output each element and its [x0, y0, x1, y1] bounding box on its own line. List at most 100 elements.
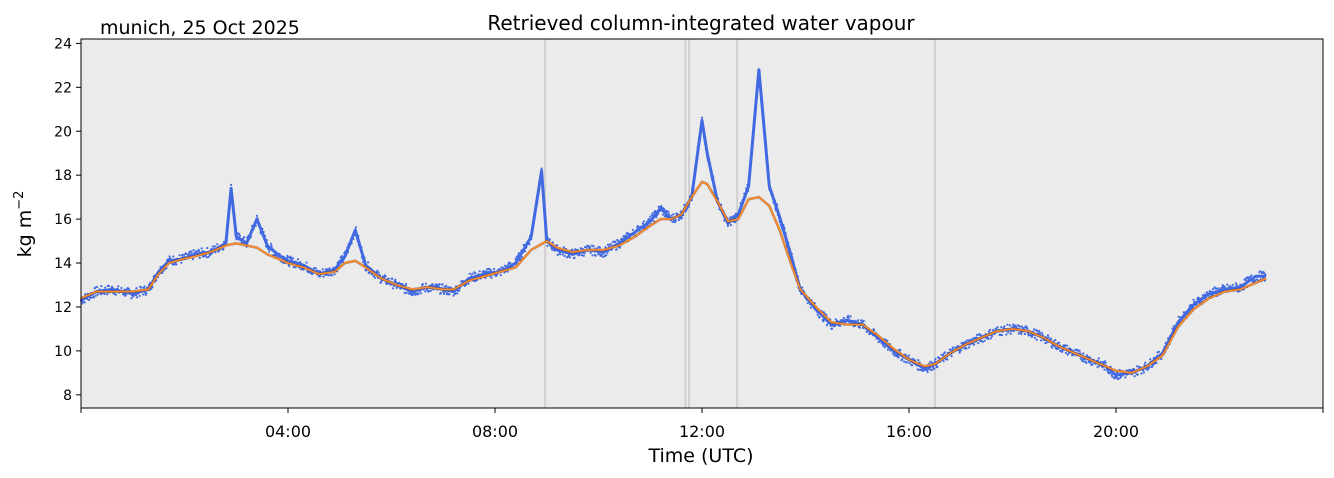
raw-data-point — [327, 274, 330, 277]
raw-data-point — [1111, 375, 1114, 378]
raw-data-point — [441, 283, 444, 286]
raw-data-point — [427, 290, 431, 293]
raw-data-point — [1046, 334, 1049, 337]
raw-data-point — [238, 234, 241, 238]
raw-data-point — [1018, 325, 1022, 328]
raw-data-point — [996, 326, 999, 329]
raw-data-point — [83, 301, 86, 304]
raw-data-point — [520, 256, 524, 259]
raw-data-point — [983, 339, 986, 342]
raw-data-point — [606, 243, 610, 246]
raw-data-point — [123, 288, 126, 291]
raw-data-point — [243, 236, 246, 239]
raw-data-point — [452, 294, 455, 297]
raw-data-point — [1008, 324, 1012, 327]
raw-data-point — [556, 253, 559, 256]
raw-data-point — [1040, 331, 1043, 334]
y-axis-ticks: 8 10 12 14 16 18 20 22 24 — [54, 36, 81, 404]
raw-data-point — [268, 250, 271, 253]
raw-data-point — [1115, 376, 1118, 379]
raw-data-point — [911, 364, 914, 367]
raw-data-point — [92, 296, 96, 299]
raw-data-point — [1066, 344, 1069, 347]
raw-data-point — [439, 291, 442, 295]
raw-data-point — [927, 368, 930, 371]
raw-data-point — [1254, 279, 1257, 282]
raw-data-point — [291, 257, 295, 260]
raw-data-point — [976, 333, 979, 336]
raw-data-point — [1033, 336, 1036, 339]
raw-data-point — [305, 261, 308, 264]
x-axis-ticks: 04:00 08:00 12:00 16:00 20:00 — [80, 408, 1324, 441]
raw-data-point — [569, 256, 572, 259]
raw-data-point — [1157, 350, 1160, 353]
raw-data-point — [912, 357, 915, 360]
raw-data-point — [528, 243, 531, 246]
raw-data-point — [842, 316, 845, 320]
raw-data-point — [663, 215, 667, 218]
raw-data-point — [322, 275, 325, 278]
raw-data-point — [1019, 331, 1022, 334]
raw-data-point — [967, 339, 970, 342]
raw-data-point — [1144, 361, 1147, 364]
raw-data-point — [559, 253, 562, 256]
raw-data-point — [1057, 347, 1060, 350]
raw-data-point — [933, 360, 937, 363]
raw-data-point — [907, 354, 911, 357]
y-tick-label: 24 — [54, 36, 72, 52]
raw-data-point — [484, 270, 487, 273]
raw-data-point — [580, 254, 584, 257]
raw-data-point — [929, 360, 932, 363]
raw-data-point — [1054, 338, 1057, 342]
raw-data-point — [1133, 375, 1136, 378]
y-tick-label: 8 — [63, 388, 72, 404]
raw-data-point — [103, 292, 106, 295]
raw-data-point — [288, 265, 291, 268]
raw-data-point — [142, 293, 145, 296]
raw-data-point — [195, 250, 198, 253]
raw-data-point — [1040, 339, 1043, 342]
raw-data-point — [1061, 350, 1064, 353]
raw-data-point — [88, 298, 91, 302]
raw-data-point — [442, 292, 445, 295]
raw-data-point — [897, 356, 900, 359]
raw-data-point — [443, 285, 446, 288]
raw-data-point — [734, 221, 737, 224]
raw-data-point — [901, 358, 904, 361]
raw-data-point — [1177, 315, 1180, 318]
raw-data-point — [981, 340, 984, 343]
y-axis-label-base: kg m — [14, 210, 36, 258]
x-tick-label: 16:00 — [886, 422, 932, 441]
raw-data-point — [548, 238, 551, 241]
raw-data-point — [602, 255, 605, 258]
raw-data-point — [1217, 287, 1220, 290]
raw-data-point — [882, 344, 885, 347]
raw-data-point — [492, 268, 496, 271]
raw-data-point — [651, 212, 654, 215]
raw-data-point — [933, 367, 936, 370]
raw-data-point — [314, 267, 317, 270]
raw-data-point — [610, 243, 613, 246]
raw-data-point — [445, 284, 448, 287]
raw-data-point — [1091, 363, 1094, 366]
raw-data-point — [216, 243, 219, 246]
raw-data-point — [106, 293, 109, 296]
raw-data-point — [391, 277, 394, 280]
raw-data-point — [238, 233, 241, 236]
raw-data-point — [671, 220, 674, 224]
raw-data-point — [1089, 361, 1092, 364]
raw-data-point — [296, 258, 299, 261]
raw-data-point — [182, 253, 185, 256]
raw-data-point — [825, 324, 829, 327]
raw-data-point — [651, 214, 654, 217]
raw-data-point — [329, 274, 332, 277]
raw-data-point — [140, 286, 143, 289]
raw-data-point — [598, 253, 601, 256]
raw-data-point — [847, 316, 850, 319]
raw-data-point — [96, 293, 99, 296]
raw-data-point — [661, 213, 665, 216]
raw-data-point — [594, 254, 597, 257]
y-axis-label: kg m−2 — [12, 191, 36, 258]
raw-data-point — [328, 267, 331, 270]
